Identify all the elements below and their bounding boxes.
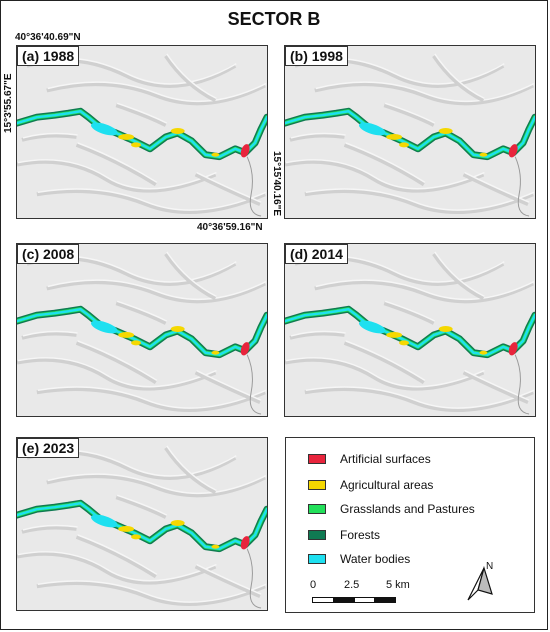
scale-tick-2: 5 km bbox=[386, 579, 410, 591]
river-map-graphic bbox=[17, 46, 267, 218]
panel-label: (e) 2023 bbox=[17, 438, 80, 458]
legend-label: Grasslands and Pastures bbox=[340, 502, 475, 516]
river-map-graphic bbox=[17, 438, 267, 610]
legend-item-water: Water bodies bbox=[308, 552, 410, 566]
legend-item-agricultural: Agricultural areas bbox=[308, 478, 433, 492]
legend-swatch bbox=[308, 504, 326, 514]
legend-label: Artificial surfaces bbox=[340, 452, 431, 466]
map-panel-a: (a) 1988 bbox=[16, 45, 268, 219]
panel-label: (b) 1998 bbox=[285, 46, 348, 66]
scale-bar bbox=[312, 597, 396, 603]
map-panel-d: (d) 2014 bbox=[284, 243, 536, 417]
map-panel-c: (c) 2008 bbox=[16, 243, 268, 417]
coord-right-lon: 15°15'40.16"E bbox=[271, 151, 282, 217]
legend-swatch bbox=[308, 530, 326, 540]
legend-item-forests: Forests bbox=[308, 528, 380, 542]
panel-label: (c) 2008 bbox=[17, 244, 80, 264]
legend-swatch bbox=[308, 480, 326, 490]
legend-label: Agricultural areas bbox=[340, 478, 434, 492]
map-panel-e: (e) 2023 bbox=[16, 437, 268, 611]
river-map-graphic bbox=[17, 244, 267, 416]
legend-label: Water bodies bbox=[340, 552, 411, 566]
legend-swatch bbox=[308, 454, 326, 464]
legend: Artificial surfaces Agricultural areas G… bbox=[285, 437, 535, 613]
north-arrow-icon: N bbox=[467, 561, 493, 601]
coord-bottom-right-lat: 40°36'59.16"N bbox=[197, 222, 263, 233]
river-map-graphic bbox=[285, 46, 535, 218]
north-label: N bbox=[486, 561, 493, 572]
panel-label: (a) 1988 bbox=[17, 46, 80, 66]
legend-item-artificial: Artificial surfaces bbox=[308, 452, 431, 466]
legend-label: Forests bbox=[340, 528, 381, 542]
map-panel-b: (b) 1998 bbox=[284, 45, 536, 219]
coord-top-left-lat: 40°36'40.69"N bbox=[15, 32, 81, 43]
scale-tick-0: 0 bbox=[310, 579, 317, 591]
scale-tick-1: 2.5 bbox=[344, 579, 360, 591]
panel-label: (d) 2014 bbox=[285, 244, 348, 264]
figure-title: SECTOR B bbox=[227, 9, 321, 29]
river-map-graphic bbox=[285, 244, 535, 416]
legend-swatch bbox=[308, 554, 326, 564]
legend-item-grasslands: Grasslands and Pastures bbox=[308, 502, 475, 516]
coord-left-lon: 15°3'55.67"E bbox=[3, 73, 14, 134]
